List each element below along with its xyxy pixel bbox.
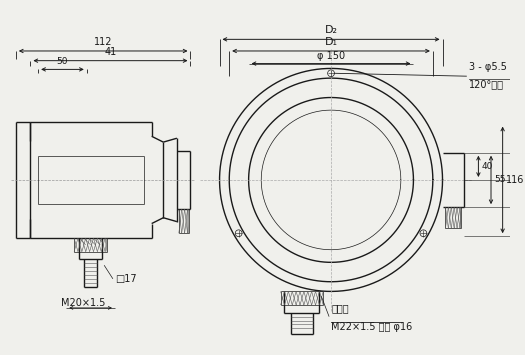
Text: 40: 40 [481,162,492,171]
Text: 55: 55 [494,175,506,185]
Text: φ 150: φ 150 [317,51,345,61]
Text: M20×1.5: M20×1.5 [61,298,105,308]
Text: □17: □17 [115,274,136,284]
Text: M22×1.5 内孔 φ16: M22×1.5 内孔 φ16 [331,322,412,332]
Text: 120°均布: 120°均布 [469,79,503,89]
Text: 3 - φ5.5: 3 - φ5.5 [469,62,507,72]
Text: 116: 116 [506,175,524,185]
Text: 50: 50 [57,58,68,66]
Text: D₂: D₂ [324,26,338,36]
Text: 112: 112 [94,37,112,47]
Text: 配线口: 配线口 [331,303,349,313]
Text: D₁: D₁ [324,37,338,47]
Text: 41: 41 [104,47,117,57]
